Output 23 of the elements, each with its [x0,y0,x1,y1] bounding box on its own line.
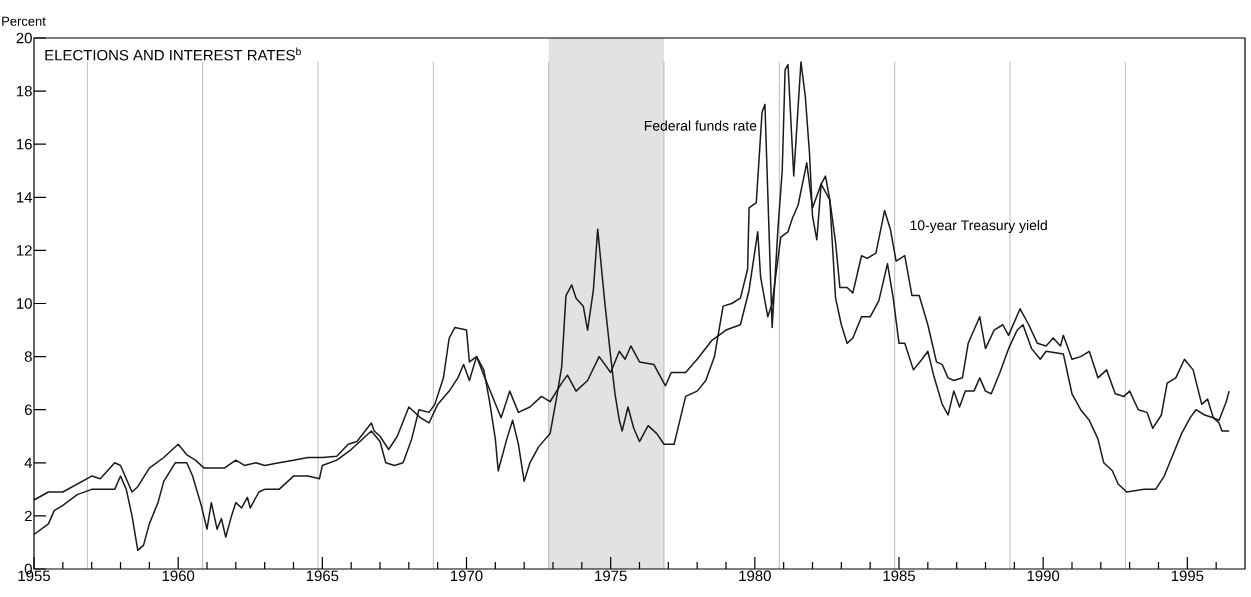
y-tick-label: 10 [17,298,32,309]
y-tick-label: 12 [17,245,32,256]
x-tick-label: 1970 [451,570,483,582]
series-label: Federal funds rate [644,120,757,131]
y-tick-label: 14 [17,192,33,203]
y-tick-label: 16 [17,138,32,150]
y-tick-label: 2 [24,510,32,522]
y-tick-label: 8 [24,351,32,362]
y-tick-label: 20 [16,32,32,44]
x-tick-label: 1985 [883,570,915,582]
y-tick-label: 4 [24,457,33,468]
x-tick-label: 1965 [306,570,339,582]
y-tick-label: 6 [24,404,32,415]
text: ELECTIONS AND INTEREST RATES$^{b}$ [45,47,301,61]
series-label: 10-year Treasury yield [910,220,1047,233]
x-tick-label: 1995 [1171,570,1204,582]
line-series [33,61,1230,552]
x-tick-label: 1980 [739,570,771,582]
x-tick-label: 1960 [162,570,195,582]
x-tick-label: 1975 [595,570,627,582]
y-tick-label: 18 [17,85,32,97]
y-axis-title: Percent [2,16,46,26]
x-tick-label: 1990 [1027,570,1060,582]
